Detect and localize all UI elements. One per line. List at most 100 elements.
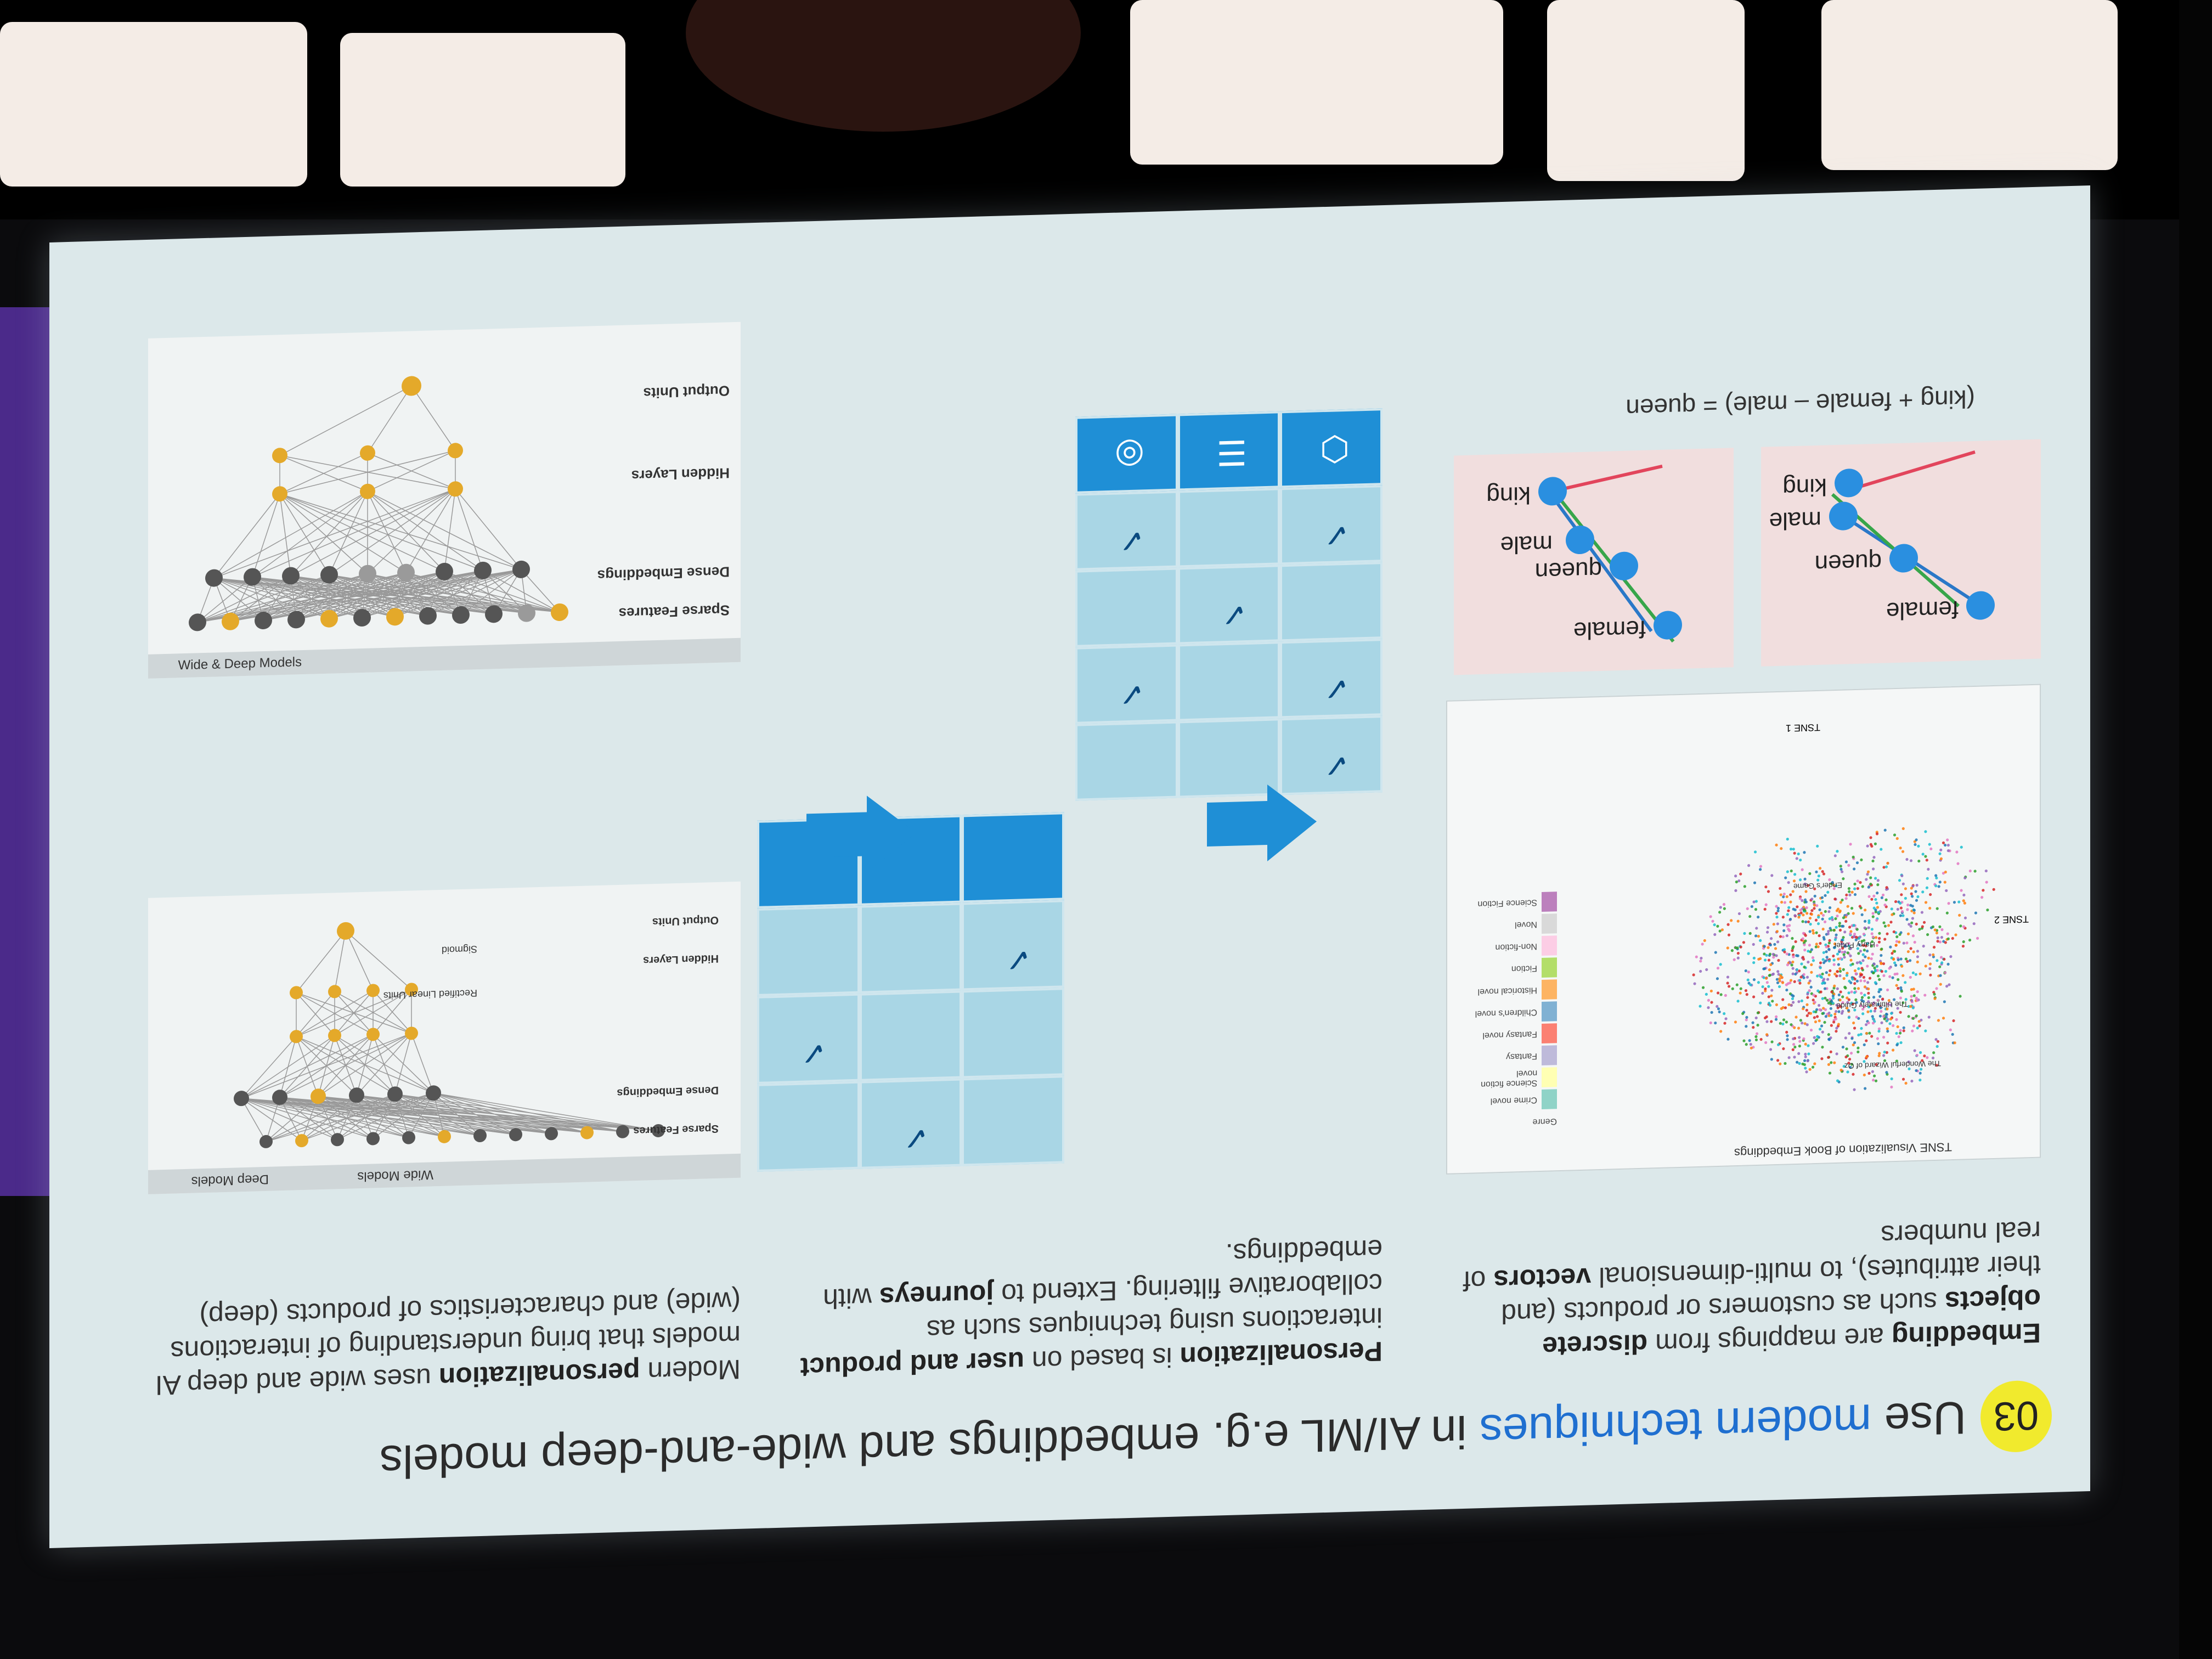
network-edge [279, 493, 445, 572]
scatter-point [1716, 1005, 1719, 1008]
scatter-point [1807, 920, 1810, 923]
legend-item: Crime novel [1458, 1088, 1557, 1113]
scatter-point [1806, 884, 1810, 887]
network-node [331, 1133, 344, 1147]
scatter-point [1949, 1028, 1952, 1031]
scatter-point [1793, 1026, 1796, 1029]
network-edge [241, 1098, 552, 1135]
legend-swatch [1542, 1045, 1557, 1065]
network-node [397, 563, 415, 582]
scatter-point [1840, 1012, 1844, 1015]
scatter-point [1922, 945, 1925, 948]
scatter-point [1719, 963, 1722, 966]
network-edge [296, 1036, 319, 1097]
scatter-point [1830, 1024, 1833, 1027]
scatter-point [1797, 852, 1800, 856]
scatter-point [1787, 906, 1791, 909]
scatter-point [1737, 879, 1741, 883]
network-edge [279, 455, 456, 490]
scatter-point [1764, 989, 1767, 992]
scatter-point [1935, 1064, 1938, 1067]
network-edge [241, 1098, 445, 1137]
network-edge [279, 493, 483, 571]
scatter-point [1844, 1036, 1847, 1040]
scatter-point [1904, 998, 1908, 1001]
scatter-point [1829, 927, 1832, 930]
scatter-point [1841, 950, 1844, 954]
scatter-point [1876, 883, 1880, 887]
scatter-point [1813, 1001, 1816, 1004]
scatter-point [1857, 1034, 1860, 1037]
scatter-point [1862, 932, 1865, 936]
scatter-point [1938, 940, 1942, 944]
scatter-point [1692, 973, 1695, 977]
scatter-point [1779, 1022, 1782, 1025]
scatter-point [1782, 1047, 1785, 1051]
scatter-point [1937, 1019, 1940, 1022]
scatter-point [1847, 998, 1850, 1001]
legend-swatch [1542, 979, 1557, 1000]
scatter-point [1892, 1024, 1895, 1028]
scatter-point [1772, 923, 1775, 926]
scatter-point [1826, 932, 1830, 935]
legend-item: Non-fiction [1458, 934, 1557, 959]
network-edge [252, 491, 368, 578]
scatter-point [1938, 852, 1942, 855]
legend-label: Fantasy [1506, 1051, 1537, 1062]
scatter-point [1836, 915, 1839, 918]
scatter-point [1769, 963, 1773, 967]
scatter-point [1750, 905, 1753, 909]
scatter-point [1832, 1020, 1836, 1024]
scatter-point [1819, 941, 1822, 945]
network-edge [241, 1098, 374, 1139]
network-edge [411, 386, 456, 451]
scatter-point [1895, 1043, 1899, 1047]
scatter-point [1899, 914, 1902, 917]
scatter-point [1827, 1033, 1830, 1036]
matrix-cell [1177, 488, 1280, 568]
scatter-point [1791, 936, 1794, 940]
scatter-point [1857, 987, 1860, 990]
scatter-point [1774, 947, 1778, 950]
scatter-point [1880, 961, 1883, 965]
scatter-point [1844, 986, 1847, 990]
scatter-point [1902, 941, 1905, 945]
scatter-point [1827, 910, 1831, 913]
network-node [189, 613, 206, 631]
scatter-point [1842, 977, 1846, 980]
word-point [1538, 477, 1567, 506]
text: Modern [640, 1353, 741, 1387]
scatter-point [1968, 869, 1972, 873]
scatter-point [1791, 967, 1795, 970]
scatter-point [1887, 999, 1891, 1002]
scatter-point [1874, 969, 1877, 973]
scatter-point [1831, 994, 1835, 997]
network-edge [367, 491, 522, 570]
scatter-point [1876, 906, 1880, 909]
scatter-point [1886, 1002, 1889, 1006]
scatter-point [1912, 988, 1915, 991]
scatter-point [1812, 994, 1815, 997]
network-edge [296, 1036, 357, 1096]
column-embeddings: Embedding are mappings from discrete obj… [1446, 385, 2041, 1367]
scatter-point [1834, 1017, 1838, 1020]
scatter-point [1864, 955, 1867, 958]
legend-label: Fantasy novel [1482, 1029, 1537, 1040]
layer-label: Sparse Features [633, 1122, 719, 1137]
scatter-point [1928, 843, 1931, 846]
scatter-point [1867, 926, 1870, 929]
scatter-point [1855, 1001, 1858, 1004]
scatter-point [1880, 896, 1883, 900]
scatter-point [1833, 942, 1837, 946]
legend-swatch [1542, 1001, 1557, 1022]
scatter-point [1849, 947, 1852, 950]
scatter-point [1878, 936, 1881, 940]
scatter-point [1848, 890, 1851, 893]
scatter-point [1859, 979, 1863, 983]
network-svg-bottom [189, 376, 568, 631]
scatter-point [1846, 1006, 1849, 1010]
tsne-scatter: TSNE 1 TSNE 2 The Wonderful Wizard of Oz Th… [1692, 722, 2029, 1091]
scatter-point [1785, 934, 1788, 938]
scatter-point [1780, 900, 1784, 904]
matrix-cell [1177, 641, 1280, 721]
